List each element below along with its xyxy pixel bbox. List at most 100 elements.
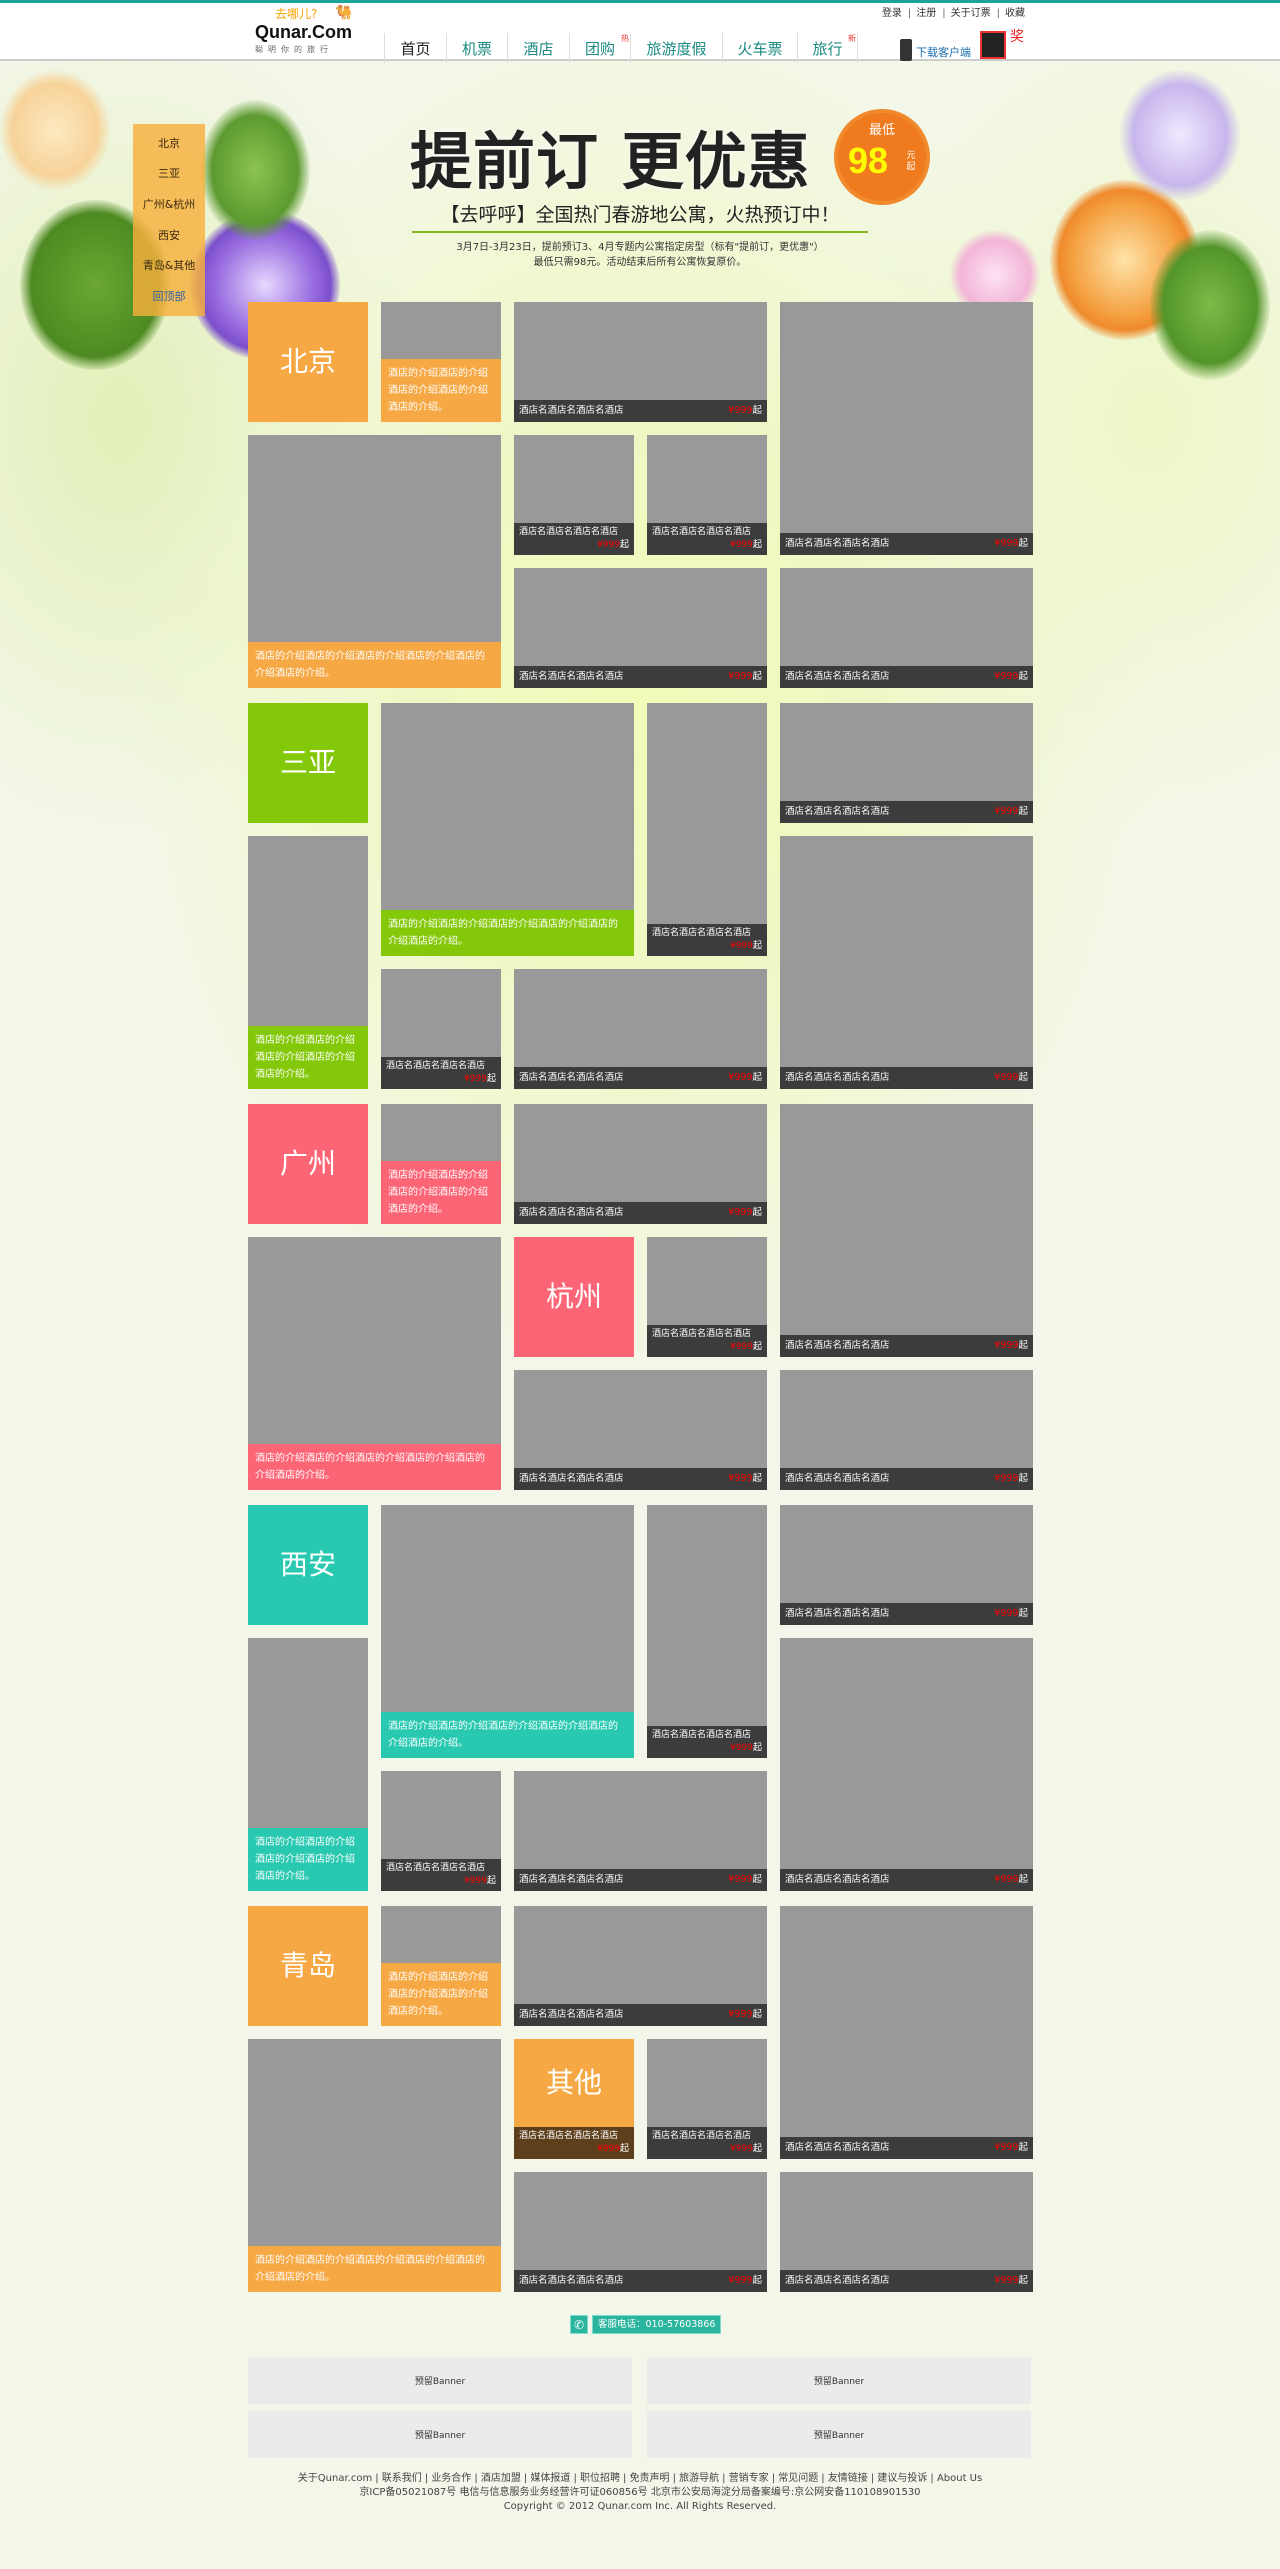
footer-link[interactable]: 营销专家 (719, 2473, 769, 2484)
hotel-tile[interactable]: 酒店名酒店名酒店名酒店 ¥999起 (780, 1638, 1033, 1891)
hotel-price: ¥999起 (652, 1341, 762, 1354)
footer-link[interactable]: 关于Qunar.com (297, 2473, 373, 2484)
hotel-price: ¥999起 (728, 1873, 762, 1887)
hotel-tile[interactable]: 酒店名酒店名酒店名酒店 ¥999起 (514, 1104, 767, 1224)
hotel-intro-tile[interactable]: 酒店的介绍酒店的介绍酒店的介绍酒店的介绍酒店的介绍酒店的介绍。 (248, 1237, 501, 1490)
hotel-tile[interactable]: 酒店名酒店名酒店名酒店 ¥999起 (647, 703, 767, 956)
hotel-price: ¥999起 (728, 1071, 762, 1085)
city-tile[interactable]: 杭州 (514, 1237, 634, 1357)
hotel-name: 酒店名酒店名酒店名酒店 (519, 1207, 624, 1218)
nav-item[interactable]: 酒店 (507, 33, 569, 63)
hotel-tile[interactable]: 酒店名酒店名酒店名酒店 ¥999起 (647, 2039, 767, 2159)
side-nav-item[interactable]: 西安 (158, 228, 180, 242)
side-nav-item[interactable]: 青岛&其他 (142, 259, 196, 273)
hotel-tile[interactable]: 酒店名酒店名酒店名酒店 ¥999起 (647, 1505, 767, 1758)
footer-link[interactable]: 常见问题 (769, 2473, 819, 2484)
hotel-tile[interactable]: 酒店名酒店名酒店名酒店 ¥999起 (780, 302, 1033, 555)
side-nav-item[interactable]: 北京 (158, 136, 180, 150)
hotel-info-bar: 酒店名酒店名酒店名酒店 ¥999起 (780, 533, 1033, 555)
footer-link[interactable]: 建议与投诉 (868, 2473, 928, 2484)
hotel-intro-tile[interactable]: 酒店的介绍酒店的介绍酒店的介绍酒店的介绍酒店的介绍酒店的介绍。 (248, 435, 501, 688)
hotel-tile[interactable]: 酒店名酒店名酒店名酒店 ¥999起 (381, 969, 501, 1089)
hotel-tile[interactable]: 酒店名酒店名酒店名酒店 ¥999起 (647, 435, 767, 555)
hotel-intro-tile[interactable]: 酒店的介绍酒店的介绍酒店的介绍酒店的介绍酒店的介绍。 (381, 302, 501, 422)
prize-badge: 奖 (1010, 29, 1024, 45)
hotel-price: ¥999起 (994, 1071, 1028, 1085)
hotel-price: ¥999起 (728, 1206, 762, 1220)
city-tile[interactable]: 三亚 (248, 703, 368, 823)
side-nav-item[interactable]: 回顶部 (152, 290, 186, 304)
nav-item[interactable]: 团购热 (569, 33, 630, 63)
price-suffix: 起 (1018, 2142, 1028, 2153)
hotel-tile[interactable]: 酒店名酒店名酒店名酒店 ¥999起 (647, 1237, 767, 1357)
nav-item[interactable]: 首页 (384, 33, 446, 63)
footer-link[interactable]: 酒店加盟 (471, 2473, 521, 2484)
hotel-info-bar: 酒店名酒店名酒店名酒店 ¥999起 (780, 1067, 1033, 1089)
footer-link[interactable]: About Us (927, 2473, 982, 2484)
footer-link[interactable]: 友情链接 (818, 2473, 868, 2484)
hotel-tile[interactable]: 酒店名酒店名酒店名酒店 ¥999起 (780, 1906, 1033, 2159)
hotel-intro-tile[interactable]: 酒店的介绍酒店的介绍酒店的介绍酒店的介绍酒店的介绍酒店的介绍。 (248, 2039, 501, 2292)
hotel-intro-tile[interactable]: 酒店的介绍酒店的介绍酒店的介绍酒店的介绍酒店的介绍。 (248, 1638, 368, 1891)
city-tile[interactable]: 北京 (248, 302, 368, 422)
hotel-tile[interactable]: 酒店名酒店名酒店名酒店 ¥999起 (514, 1370, 767, 1490)
hotel-tile[interactable]: 酒店名酒店名酒店名酒店 ¥999起 (514, 1771, 767, 1891)
hotel-info-bar: 酒店名酒店名酒店名酒店 ¥999起 (780, 666, 1033, 688)
hotel-intro-tile[interactable]: 酒店的介绍酒店的介绍酒店的介绍酒店的介绍酒店的介绍。 (381, 1906, 501, 2026)
hotel-tile[interactable]: 酒店名酒店名酒店名酒店 ¥999起 (780, 568, 1033, 688)
footer-link[interactable]: 职位招聘 (570, 2473, 620, 2484)
footer-link[interactable]: 旅游导航 (670, 2473, 720, 2484)
hotel-tile[interactable]: 酒店名酒店名酒店名酒店 ¥999起 (780, 1370, 1033, 1490)
hotel-tile[interactable]: 酒店名酒店名酒店名酒店 ¥999起 (514, 2172, 767, 2292)
footer-link[interactable]: 联系我们 (372, 2473, 422, 2484)
price-value: ¥999 (730, 540, 753, 550)
nav-item[interactable]: 旅行新 (797, 33, 858, 63)
hotel-tile[interactable]: 酒店名酒店名酒店名酒店 ¥999起 (514, 568, 767, 688)
footer-link[interactable]: 业务合作 (422, 2473, 472, 2484)
city-tile[interactable]: 广州 (248, 1104, 368, 1224)
reserved-banner[interactable]: 预留Banner (647, 2357, 1031, 2404)
price-value: ¥999 (728, 671, 753, 682)
hotel-tile[interactable]: 酒店名酒店名酒店名酒店 ¥999起 (514, 1906, 767, 2026)
nav-item[interactable]: 旅游度假 (630, 33, 722, 63)
hotel-tile[interactable]: 酒店名酒店名酒店名酒店 ¥999起 (514, 969, 767, 1089)
top-link[interactable]: 登录 (881, 8, 902, 19)
hotel-price: ¥999起 (728, 2274, 762, 2288)
hero-description: 3月7日-3月23日，提前预订3、4月专题内公寓指定房型（标有"提前订，更优惠"… (360, 240, 920, 270)
footer-link[interactable]: 免责声明 (620, 2473, 670, 2484)
nav-item-label: 机票 (461, 39, 492, 58)
hotel-info-bar: 酒店名酒店名酒店名酒店 ¥999起 (780, 801, 1033, 823)
hotel-tile[interactable]: 酒店名酒店名酒店名酒店 ¥999起 (514, 302, 767, 422)
hotel-tile[interactable]: 酒店名酒店名酒店名酒店 ¥999起 (780, 1104, 1033, 1357)
hotel-tile[interactable]: 酒店名酒店名酒店名酒店 ¥999起 (780, 836, 1033, 1089)
hotel-intro-tile[interactable]: 酒店的介绍酒店的介绍酒店的介绍酒店的介绍酒店的介绍酒店的介绍。 (381, 703, 634, 956)
city-tile[interactable]: 西安 (248, 1505, 368, 1625)
hotel-tile[interactable]: 酒店名酒店名酒店名酒店 ¥999起 (780, 703, 1033, 823)
hotel-tile[interactable]: 酒店名酒店名酒店名酒店 ¥999起 (381, 1771, 501, 1891)
qunar-logo[interactable]: 去哪儿? 🐫 Qunar.Com 聪明你的旅行 (255, 5, 370, 59)
reserved-banner[interactable]: 预留Banner (248, 2357, 632, 2404)
side-nav-item[interactable]: 三亚 (158, 167, 180, 181)
footer-link[interactable]: 媒体报道 (521, 2473, 571, 2484)
hotel-intro-tile[interactable]: 酒店的介绍酒店的介绍酒店的介绍酒店的介绍酒店的介绍。 (248, 836, 368, 1089)
hotel-intro-tile[interactable]: 酒店的介绍酒店的介绍酒店的介绍酒店的介绍酒店的介绍酒店的介绍。 (381, 1505, 634, 1758)
hotel-tile[interactable]: 酒店名酒店名酒店名酒店 ¥999起 (514, 435, 634, 555)
top-link[interactable]: 收藏 (997, 8, 1025, 20)
logo-slogan: 聪明你的旅行 (255, 45, 333, 54)
hotel-intro-tile[interactable]: 酒店的介绍酒店的介绍酒店的介绍酒店的介绍酒店的介绍。 (381, 1104, 501, 1224)
hotel-tile[interactable]: 酒店名酒店名酒店名酒店 ¥999起 (780, 1505, 1033, 1625)
top-link[interactable]: 注册 (908, 8, 936, 20)
city-name: 青岛 (279, 1949, 336, 1982)
hotel-price: ¥999起 (994, 2274, 1028, 2288)
reserved-banner[interactable]: 预留Banner (248, 2411, 632, 2458)
reserved-banner[interactable]: 预留Banner (647, 2411, 1031, 2458)
nav-item[interactable]: 火车票 (722, 33, 797, 63)
hotel-tile[interactable]: 酒店名酒店名酒店名酒店 ¥999起 (780, 2172, 1033, 2292)
hotel-price: ¥999起 (386, 1073, 496, 1086)
city-tile[interactable]: 其他 酒店名酒店名酒店名酒店 ¥999起 (514, 2039, 634, 2159)
download-client-link[interactable]: 下载客户端 奖 (900, 29, 1030, 61)
nav-item[interactable]: 机票 (446, 33, 507, 63)
city-tile[interactable]: 青岛 (248, 1906, 368, 2026)
top-link[interactable]: 关于订票 (942, 8, 991, 20)
side-nav-item[interactable]: 广州&杭州 (142, 198, 196, 212)
